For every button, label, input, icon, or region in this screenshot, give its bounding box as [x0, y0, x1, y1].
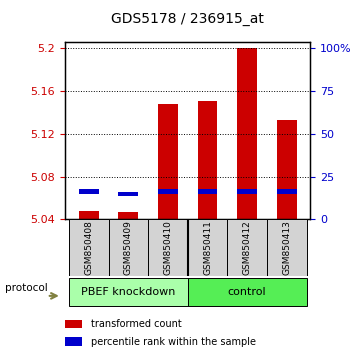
FancyBboxPatch shape: [267, 219, 306, 276]
Text: percentile rank within the sample: percentile rank within the sample: [91, 337, 256, 347]
Text: GSM850411: GSM850411: [203, 220, 212, 275]
Bar: [237, 189, 257, 194]
Bar: [118, 212, 138, 219]
FancyBboxPatch shape: [69, 278, 188, 306]
Bar: [197, 102, 217, 219]
Bar: [237, 48, 257, 219]
Text: protocol: protocol: [5, 283, 48, 293]
Bar: [158, 104, 178, 219]
Bar: [79, 211, 99, 219]
Text: transformed count: transformed count: [91, 319, 182, 329]
Text: GSM850413: GSM850413: [282, 220, 291, 275]
Bar: [118, 192, 138, 196]
Bar: [158, 189, 178, 194]
FancyBboxPatch shape: [188, 219, 227, 276]
Bar: [277, 120, 297, 219]
FancyBboxPatch shape: [188, 278, 306, 306]
Bar: [197, 189, 217, 194]
Text: control: control: [228, 287, 266, 297]
Text: GSM850409: GSM850409: [124, 220, 133, 275]
FancyBboxPatch shape: [227, 219, 267, 276]
Bar: [65, 337, 82, 346]
Bar: [65, 320, 82, 328]
FancyBboxPatch shape: [148, 219, 188, 276]
Text: GSM850410: GSM850410: [164, 220, 173, 275]
Bar: [277, 189, 297, 194]
Text: GSM850412: GSM850412: [243, 221, 252, 275]
Text: GDS5178 / 236915_at: GDS5178 / 236915_at: [111, 12, 264, 27]
Text: PBEF knockdown: PBEF knockdown: [81, 287, 175, 297]
Text: GSM850408: GSM850408: [84, 220, 93, 275]
FancyBboxPatch shape: [69, 219, 109, 276]
FancyBboxPatch shape: [109, 219, 148, 276]
Bar: [79, 189, 99, 194]
